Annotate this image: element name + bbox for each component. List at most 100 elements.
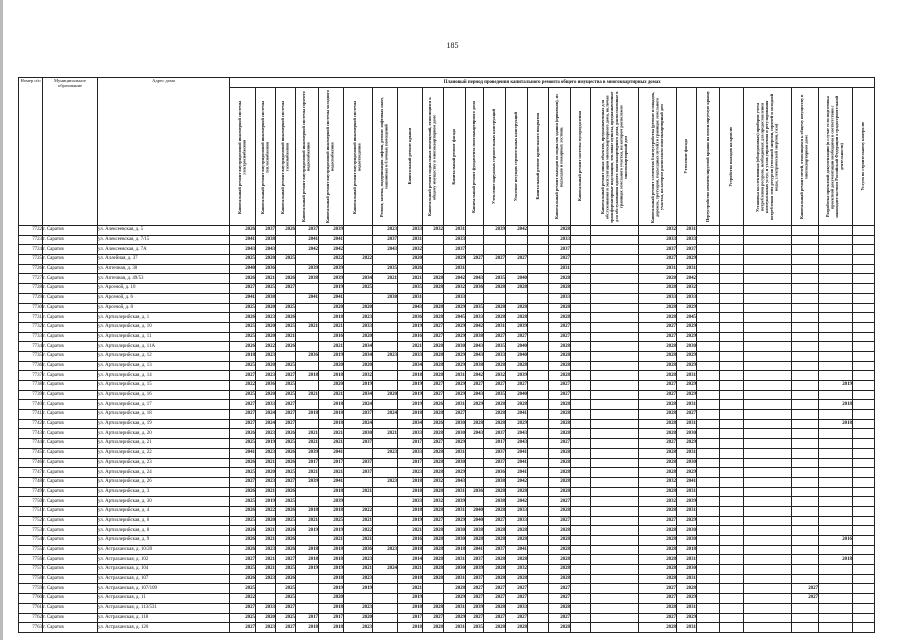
year-cell: 2020 (255, 321, 276, 333)
year-cell (791, 341, 819, 352)
row-address: ул. Астраханская, д. 107 (97, 573, 230, 585)
year-cell: 2028 (638, 409, 677, 420)
year-cell: 2041 (676, 476, 697, 488)
year-cell: 2022 (318, 254, 344, 265)
year-cell (372, 612, 398, 624)
year-cell (372, 360, 398, 372)
year-cell (851, 544, 876, 556)
year-cell: 2028 (548, 573, 571, 585)
row-municipality: г. Саратов (42, 457, 98, 469)
header-column-label: Устройство выходов на кровлю (728, 126, 734, 187)
year-cell: 2027 (229, 554, 256, 566)
year-cell: 2038 (372, 292, 398, 304)
year-cell: 2027 (638, 321, 677, 333)
year-cell (743, 360, 792, 372)
year-cell (570, 573, 591, 585)
year-cell: 2022 (255, 341, 276, 352)
year-cell: 2031 (443, 399, 466, 411)
year-cell: 2021 (318, 341, 344, 352)
row-municipality: г. Саратов (42, 428, 98, 440)
year-cell: 2039 (295, 447, 319, 459)
year-cell: 2028 (483, 573, 506, 585)
year-cell (696, 593, 720, 604)
year-cell (372, 370, 398, 381)
year-cell (791, 612, 819, 624)
year-cell: 2021 (318, 438, 344, 449)
year-cell (590, 312, 639, 323)
year-cell: 2021 (397, 341, 423, 352)
year-cell: 2028 (422, 447, 444, 459)
year-cell: 2027 (548, 380, 571, 391)
year-cell: 2031 (676, 447, 697, 459)
year-cell (818, 612, 853, 624)
year-cell: 2028 (548, 505, 571, 517)
year-cell: 2026 (422, 399, 444, 411)
year-cell: 2027 (791, 583, 819, 595)
year-cell (590, 505, 639, 517)
year-cell (851, 244, 876, 256)
row-municipality: г. Саратов (42, 234, 98, 246)
year-cell: 2027 (422, 331, 444, 343)
table-row: 7754 г. Саратов ул. Артиллерийская, д. 9 20… (18, 535, 876, 546)
table-row: 7759 г. Саратов ул. Астраханская, д. 107/1… (18, 583, 876, 595)
year-cell (719, 447, 744, 459)
year-cell (818, 467, 853, 478)
year-cell (743, 263, 792, 275)
year-cell: 2041 (505, 447, 528, 459)
year-cell: 2021 (397, 583, 423, 595)
year-cell: 2038 (255, 234, 276, 246)
year-cell: 2028 (548, 370, 571, 381)
year-cell: 2021 (372, 273, 398, 285)
year-cell: 2027 (483, 331, 506, 343)
year-cell: 2030 (443, 341, 466, 352)
year-cell: 2020 (397, 254, 423, 265)
year-cell (818, 350, 853, 362)
year-cell: 2029 (443, 438, 466, 449)
year-cell (465, 225, 484, 236)
year-cell (791, 350, 819, 362)
year-cell (343, 447, 373, 459)
header-number: Номер п/п (18, 77, 43, 226)
year-cell: 2041 (229, 447, 256, 459)
year-cell (570, 476, 591, 488)
year-cell (743, 244, 792, 256)
table-row: 7729 г. Саратов ул. Арсеной, д. 6 2041 2038 2… (18, 292, 876, 304)
year-cell: 2023 (255, 350, 276, 362)
year-cell: 2034 (397, 418, 423, 430)
year-cell: 2019 (295, 564, 319, 575)
year-cell (465, 438, 484, 449)
row-address: ул. Артиллерийская, д. 3 (97, 486, 230, 498)
year-cell: 2025 (275, 389, 296, 401)
row-number: 7760 (18, 593, 43, 604)
year-cell: 2021 (255, 486, 276, 498)
year-cell: 2043 (465, 428, 484, 440)
year-cell: 2036 (465, 283, 484, 294)
year-cell (295, 380, 319, 391)
year-cell: 2025 (275, 438, 296, 449)
year-cell: 2028 (422, 312, 444, 323)
year-cell: 2032 (443, 283, 466, 294)
year-cell: 2027 (229, 409, 256, 420)
year-cell (743, 505, 792, 517)
year-cell: 2025 (229, 254, 256, 265)
year-cell (719, 389, 744, 401)
row-number: 7723 (18, 234, 43, 246)
year-cell: 2042 (676, 273, 697, 285)
row-municipality: г. Саратов (42, 593, 98, 604)
year-cell: 2023 (343, 622, 373, 633)
year-cell (818, 389, 853, 401)
year-cell: 2033 (397, 350, 423, 362)
year-cell: 2018 (318, 399, 344, 411)
year-cell: 2026 (229, 341, 256, 352)
year-cell: 2027 (229, 622, 256, 633)
year-cell: 2031 (483, 321, 506, 333)
year-cell (590, 263, 639, 275)
table-row: 7734 г. Саратов ул. Артиллерийская, д. 11А… (18, 341, 876, 352)
year-cell: 2028 (548, 564, 571, 575)
year-cell (570, 225, 591, 236)
year-cell: 2031 (443, 370, 466, 381)
year-cell: 2028 (638, 283, 677, 294)
year-cell: 2018 (318, 418, 344, 430)
year-cell: 2028 (548, 554, 571, 566)
year-cell: 2021 (295, 515, 319, 527)
